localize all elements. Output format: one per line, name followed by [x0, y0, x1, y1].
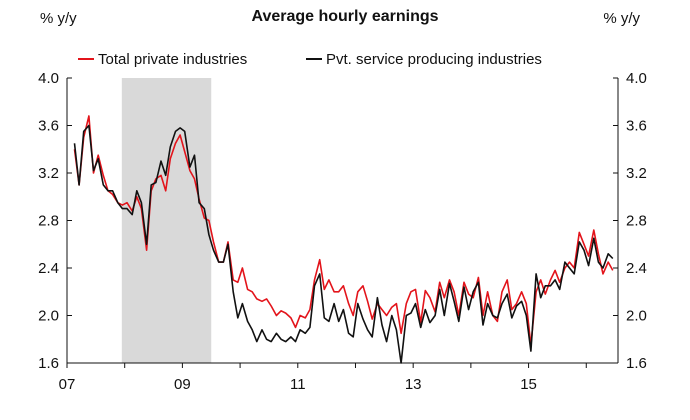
y-tick-label-right: 4.0: [626, 70, 647, 87]
legend-label-1: Pvt. service producing industries: [326, 51, 542, 68]
y-tick-label-left: 2.0: [38, 308, 59, 325]
y-tick-label-left: 3.2: [38, 165, 59, 182]
legend: Total private industries Pvt. service pro…: [78, 51, 542, 68]
y-tick-label-left: 4.0: [38, 70, 59, 87]
x-tick-label: 15: [520, 376, 537, 393]
plot-area: [73, 78, 614, 364]
series-line-0: [73, 115, 614, 347]
y-tick-label-right: 2.4: [626, 260, 647, 277]
y-tick-label-left: 2.4: [38, 260, 59, 277]
legend-label-0: Total private industries: [98, 51, 247, 68]
y-axis-left-label: % y/y: [40, 10, 77, 27]
y-tick-label-left: 1.6: [38, 355, 59, 372]
y-axis-right-label: % y/y: [603, 10, 640, 27]
y-tick-label-right: 2.8: [626, 213, 647, 230]
shaded-region-0: [121, 78, 212, 363]
chart-text: Average hourly earnings % y/y % y/y: [40, 8, 640, 27]
legend-entry-0: Total private industries: [78, 51, 247, 68]
series-line-1: [73, 124, 614, 364]
y-tick-label-left: 2.8: [38, 213, 59, 230]
y-tick-label-left: 3.6: [38, 118, 59, 135]
axes: 1.6 1.6 2.0 2.0 2.4 2.4 2.8 2.8 3.2 3.2 3.6 3.6 4.0 4…: [38, 70, 647, 393]
x-tick-label: 07: [59, 376, 76, 393]
legend-entry-1: Pvt. service producing industries: [306, 51, 542, 68]
y-tick-label-right: 3.6: [626, 118, 647, 135]
x-tick-label: 09: [174, 376, 191, 393]
y-tick-label-right: 3.2: [626, 165, 647, 182]
y-tick-label-right: 1.6: [626, 355, 647, 372]
chart-title: Average hourly earnings: [251, 8, 438, 25]
y-tick-label-right: 2.0: [626, 308, 647, 325]
x-tick-label: 11: [290, 376, 306, 393]
x-tick-label: 13: [405, 376, 422, 393]
